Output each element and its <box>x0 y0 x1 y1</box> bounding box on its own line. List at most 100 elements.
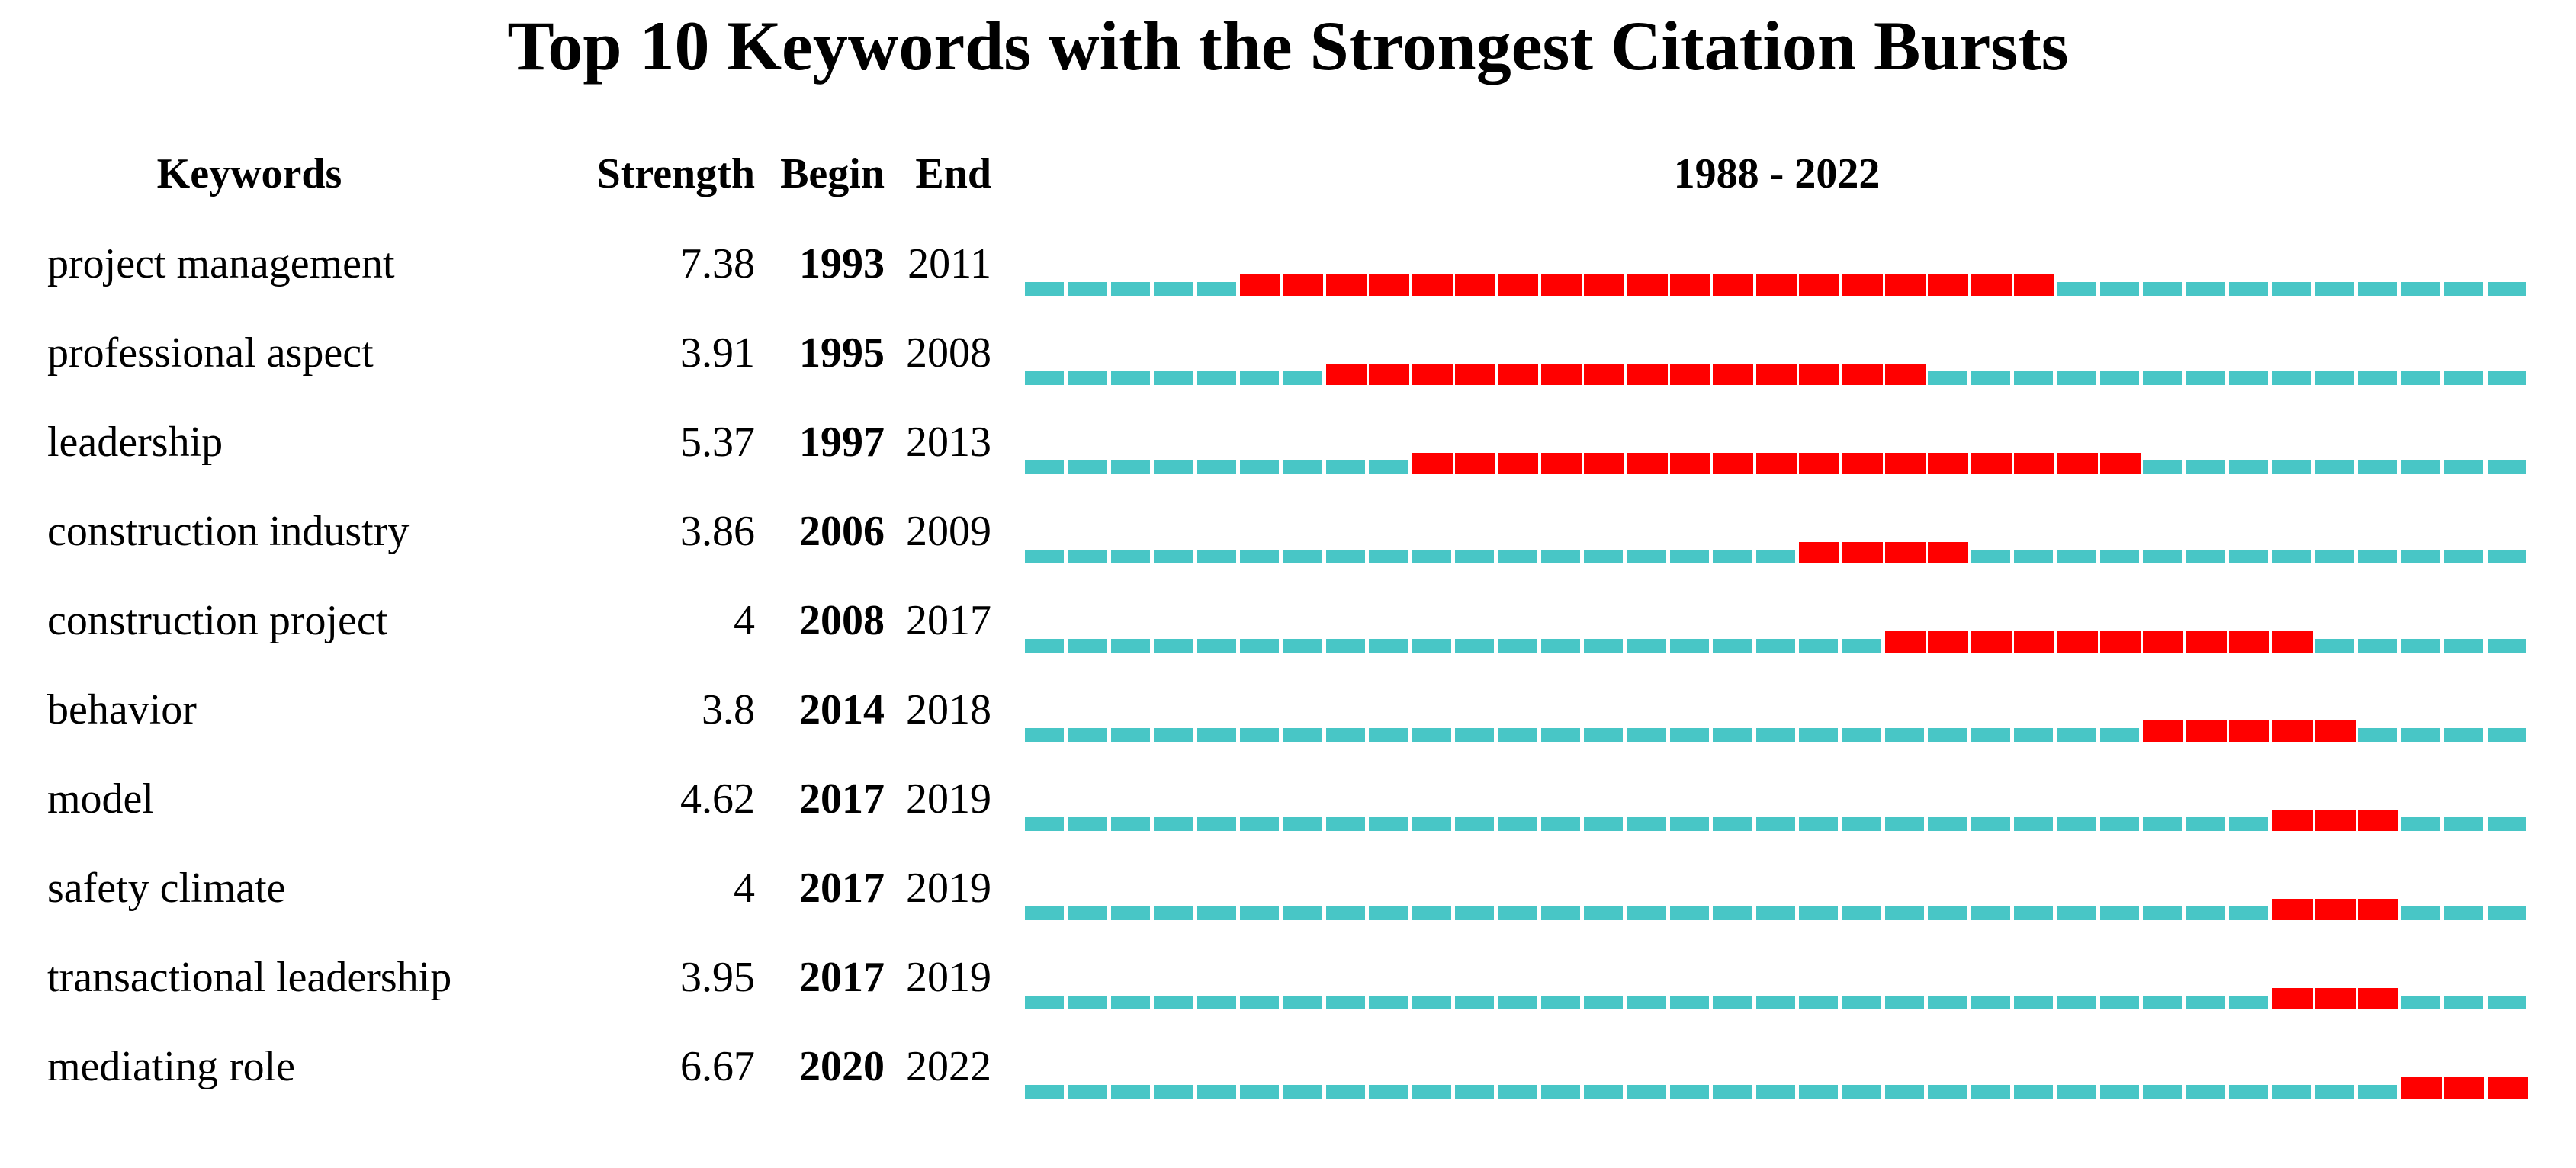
timeline-segment <box>2272 460 2311 474</box>
timeline-segment <box>2229 371 2268 385</box>
timeline-segment <box>1455 817 1494 831</box>
timeline-segment <box>2358 639 2397 653</box>
timeline-segment <box>1756 996 1795 1009</box>
timeline-segment <box>2229 282 2268 296</box>
timeline-segment <box>1627 817 1666 831</box>
burst-segment <box>1369 364 1409 385</box>
timeline-segment <box>2229 1085 2268 1099</box>
timeline-segment <box>2100 282 2139 296</box>
timeline-segment <box>2315 282 2354 296</box>
timeline-segment <box>1154 550 1193 563</box>
timeline-segment <box>1025 817 1064 831</box>
timeline-segment <box>1240 460 1279 474</box>
timeline-segment <box>2444 371 2483 385</box>
burst-segment <box>1584 453 1624 474</box>
timeline-segment <box>1154 1085 1193 1099</box>
timeline-segment <box>1412 639 1451 653</box>
timeline-segment <box>1197 639 1236 653</box>
timeline-segment <box>2229 906 2268 920</box>
timeline-segment <box>2315 639 2354 653</box>
burst-segment <box>1412 453 1453 474</box>
timeline-segment <box>1584 1085 1623 1099</box>
year-timeline <box>1025 1077 2529 1099</box>
burst-segment <box>1885 542 1926 563</box>
strength-cell: 3.91 <box>680 329 755 377</box>
timeline-segment <box>1713 817 1752 831</box>
timeline-segment <box>2444 282 2483 296</box>
burst-segment <box>2272 631 2313 653</box>
end-cell: 2019 <box>906 865 991 912</box>
timeline-segment <box>1928 371 1967 385</box>
timeline-segment <box>1068 639 1107 653</box>
timeline-segment <box>1928 1085 1967 1099</box>
burst-segment <box>1885 364 1926 385</box>
begin-cell: 2008 <box>799 597 885 644</box>
burst-segment <box>1670 364 1710 385</box>
burst-segment <box>1455 453 1495 474</box>
timeline-segment <box>2488 817 2526 831</box>
timeline-segment <box>2100 817 2139 831</box>
burst-segment <box>2014 453 2054 474</box>
burst-segment <box>2358 899 2398 920</box>
timeline-segment <box>2143 1085 2182 1099</box>
timeline-segment <box>1971 996 2010 1009</box>
timeline-segment <box>1154 817 1193 831</box>
keyword-cell: transactional leadership <box>47 954 452 1001</box>
timeline-segment <box>1369 728 1408 742</box>
timeline-segment <box>1842 996 1881 1009</box>
timeline-segment <box>1541 550 1580 563</box>
table-row: professional aspect 3.91 1995 2008 <box>0 332 2576 385</box>
burst-segment <box>1928 631 1968 653</box>
begin-cell: 2017 <box>799 775 885 823</box>
timeline-segment <box>1713 728 1752 742</box>
timeline-segment <box>2229 550 2268 563</box>
timeline-segment <box>2057 550 2096 563</box>
timeline-segment <box>1885 1085 1924 1099</box>
col-header-end: End <box>915 150 991 197</box>
timeline-segment <box>1197 728 1236 742</box>
timeline-segment <box>2014 371 2053 385</box>
keyword-cell: behavior <box>47 686 197 733</box>
timeline-segment <box>1068 906 1107 920</box>
timeline-segment <box>1670 817 1709 831</box>
strength-cell: 4.62 <box>680 775 755 823</box>
timeline-segment <box>1584 817 1623 831</box>
timeline-segment <box>1025 639 1064 653</box>
timeline-segment <box>1799 728 1838 742</box>
timeline-segment <box>2014 550 2053 563</box>
timeline-segment <box>2315 371 2354 385</box>
burst-segment <box>2014 631 2054 653</box>
burst-segment <box>1756 453 1797 474</box>
table-row: mediating role 6.67 2020 2022 <box>0 1045 2576 1099</box>
timeline-segment <box>1240 906 1279 920</box>
timeline-segment <box>1025 460 1064 474</box>
timeline-segment <box>2401 460 2440 474</box>
keyword-cell: project management <box>47 240 395 287</box>
burst-segment <box>1799 364 1839 385</box>
burst-segment <box>2444 1077 2484 1099</box>
year-timeline <box>1025 631 2529 653</box>
timeline-segment <box>2315 550 2354 563</box>
timeline-segment <box>1369 1085 1408 1099</box>
timeline-segment <box>2272 550 2311 563</box>
timeline-segment <box>1111 460 1150 474</box>
begin-cell: 2014 <box>799 686 885 733</box>
keyword-cell: safety climate <box>47 865 286 912</box>
timeline-segment <box>1197 996 1236 1009</box>
timeline-segment <box>1412 906 1451 920</box>
end-cell: 2019 <box>906 775 991 823</box>
burst-segment <box>2229 720 2269 742</box>
burst-segment <box>2315 720 2356 742</box>
burst-segment <box>2143 720 2183 742</box>
timeline-segment <box>1197 460 1236 474</box>
timeline-segment <box>2100 1085 2139 1099</box>
burst-segment <box>2272 988 2313 1009</box>
timeline-segment <box>1068 550 1107 563</box>
timeline-segment <box>1240 550 1279 563</box>
timeline-segment <box>1111 906 1150 920</box>
timeline-segment <box>1283 817 1322 831</box>
timeline-segment <box>1756 728 1795 742</box>
burst-segment <box>1756 364 1797 385</box>
timeline-segment <box>1670 1085 1709 1099</box>
timeline-segment <box>1627 996 1666 1009</box>
